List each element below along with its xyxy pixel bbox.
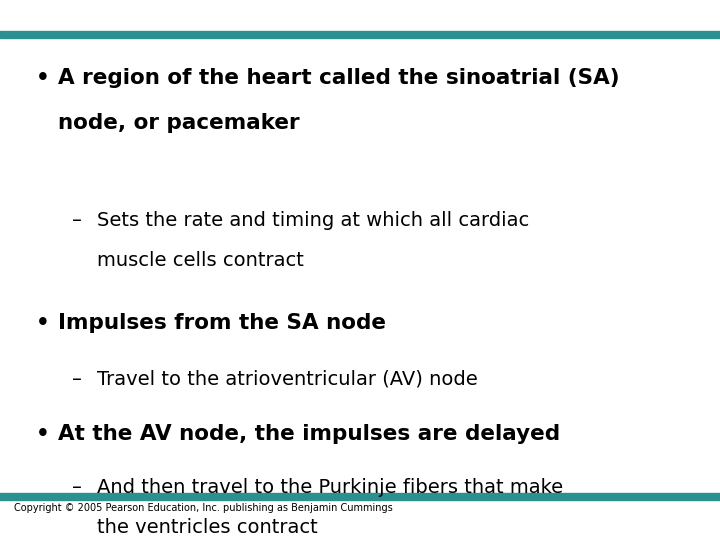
Text: •: •	[36, 424, 50, 444]
Text: At the AV node, the impulses are delayed: At the AV node, the impulses are delayed	[58, 424, 559, 444]
Text: –: –	[72, 478, 82, 497]
Text: Copyright © 2005 Pearson Education, Inc. publishing as Benjamin Cummings: Copyright © 2005 Pearson Education, Inc.…	[14, 503, 393, 514]
Text: Sets the rate and timing at which all cardiac: Sets the rate and timing at which all ca…	[97, 211, 529, 229]
Text: And then travel to the Purkinje fibers that make: And then travel to the Purkinje fibers t…	[97, 478, 563, 497]
Text: •: •	[36, 68, 50, 87]
Text: Impulses from the SA node: Impulses from the SA node	[58, 313, 386, 333]
Text: –: –	[72, 370, 82, 389]
Bar	[0, 493, 720, 500]
Text: node, or pacemaker: node, or pacemaker	[58, 113, 300, 133]
Text: Travel to the atrioventricular (AV) node: Travel to the atrioventricular (AV) node	[97, 370, 478, 389]
Text: muscle cells contract: muscle cells contract	[97, 251, 304, 270]
Text: •: •	[36, 313, 50, 333]
Text: the ventricles contract: the ventricles contract	[97, 518, 318, 537]
Bar	[0, 31, 720, 38]
Text: A region of the heart called the sinoatrial (SA): A region of the heart called the sinoatr…	[58, 68, 619, 87]
Text: –: –	[72, 211, 82, 229]
